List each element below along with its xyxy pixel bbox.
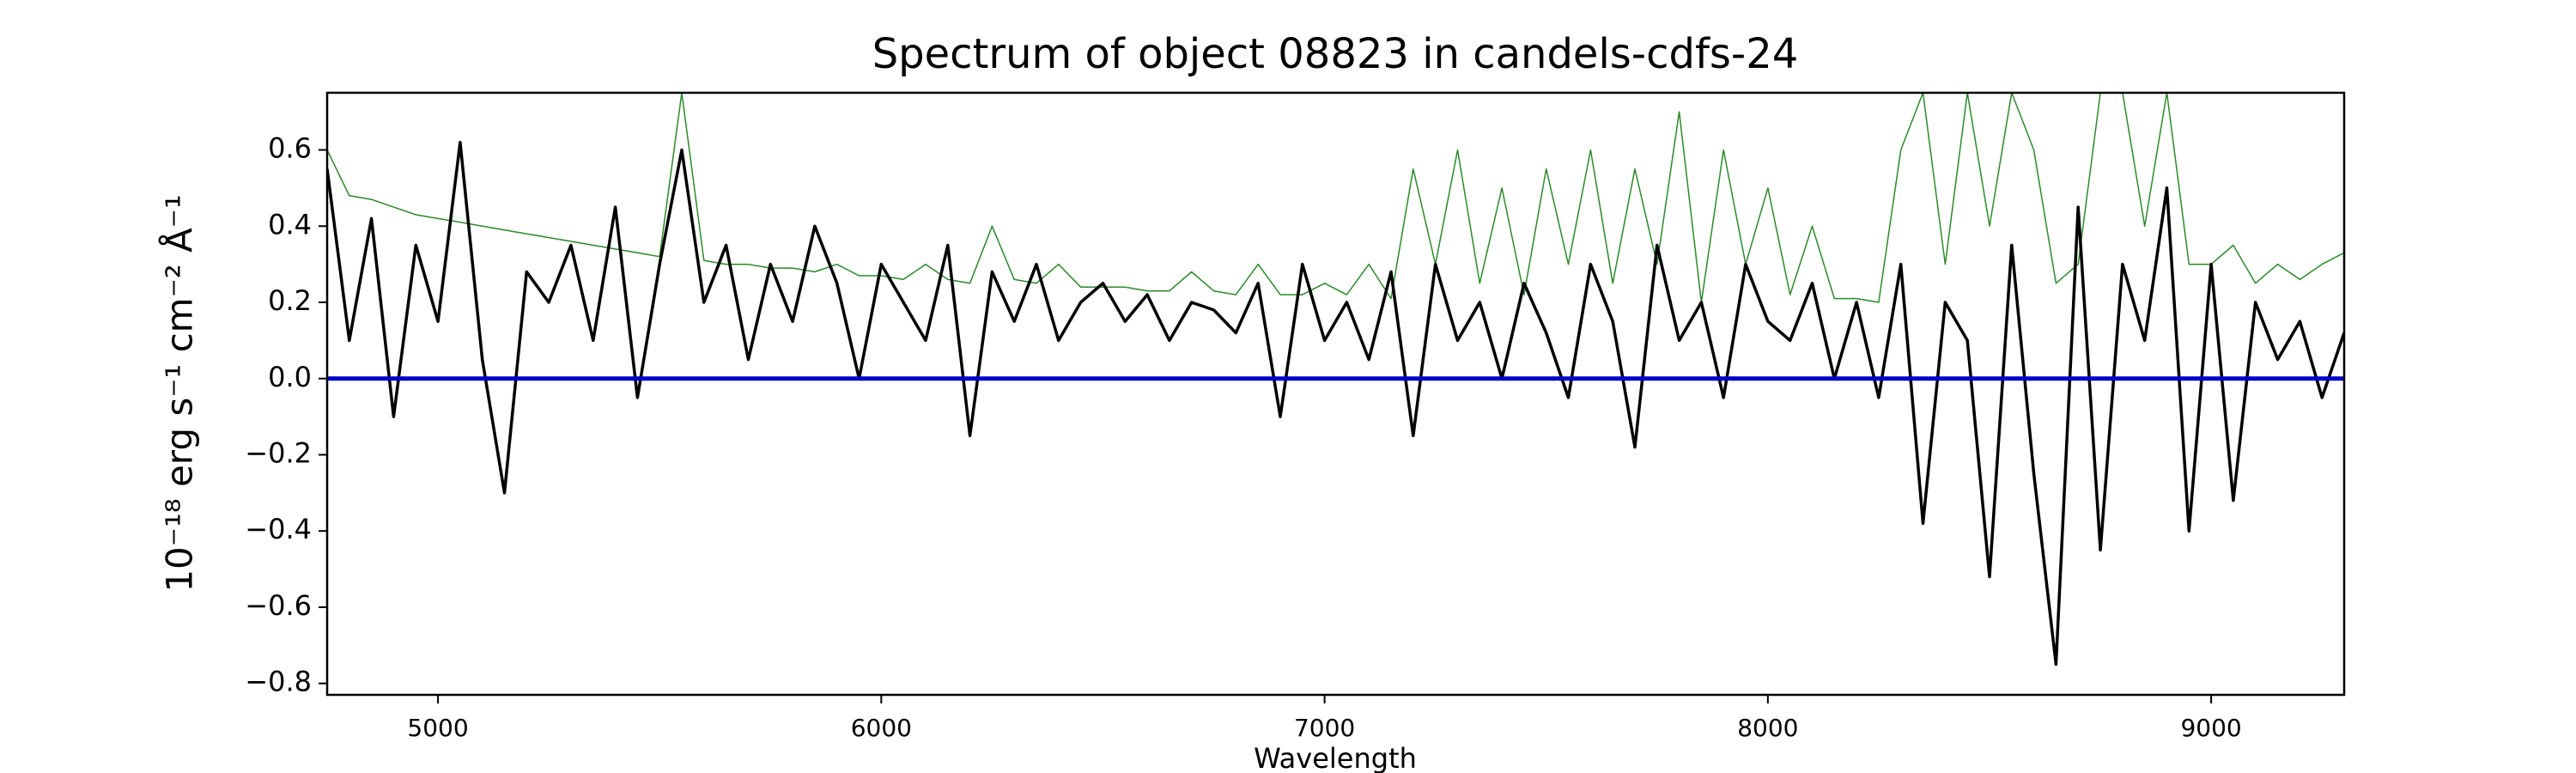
- x-tick-label: 7000: [1294, 714, 1355, 742]
- x-axis-label: Wavelength: [1254, 742, 1417, 773]
- y-tick-label: 0.2: [268, 284, 312, 317]
- y-tick-label: 0.6: [268, 132, 312, 165]
- x-tick-label: 9000: [2180, 714, 2241, 742]
- y-tick-label: −0.8: [245, 666, 312, 698]
- y-axis-label: 10⁻¹⁸ erg s⁻¹ cm⁻² Å⁻¹: [158, 194, 201, 592]
- y-tick-label: −0.4: [245, 513, 312, 545]
- x-tick-label: 5000: [407, 714, 468, 742]
- series-line: [327, 140, 2344, 666]
- y-tick-label: −0.6: [245, 589, 312, 622]
- plot-frame: [325, 91, 2346, 697]
- plot-area: [327, 93, 2344, 666]
- y-tick-label: 0.0: [268, 361, 312, 393]
- series-line: [327, 93, 2344, 303]
- y-tick-label: 0.4: [268, 208, 312, 240]
- chart-title: Spectrum of object 08823 in candels-cdfs…: [872, 30, 1799, 78]
- x-tick-label: 8000: [1737, 714, 1798, 742]
- y-tick-label: −0.2: [245, 436, 312, 469]
- x-tick-label: 6000: [851, 714, 912, 742]
